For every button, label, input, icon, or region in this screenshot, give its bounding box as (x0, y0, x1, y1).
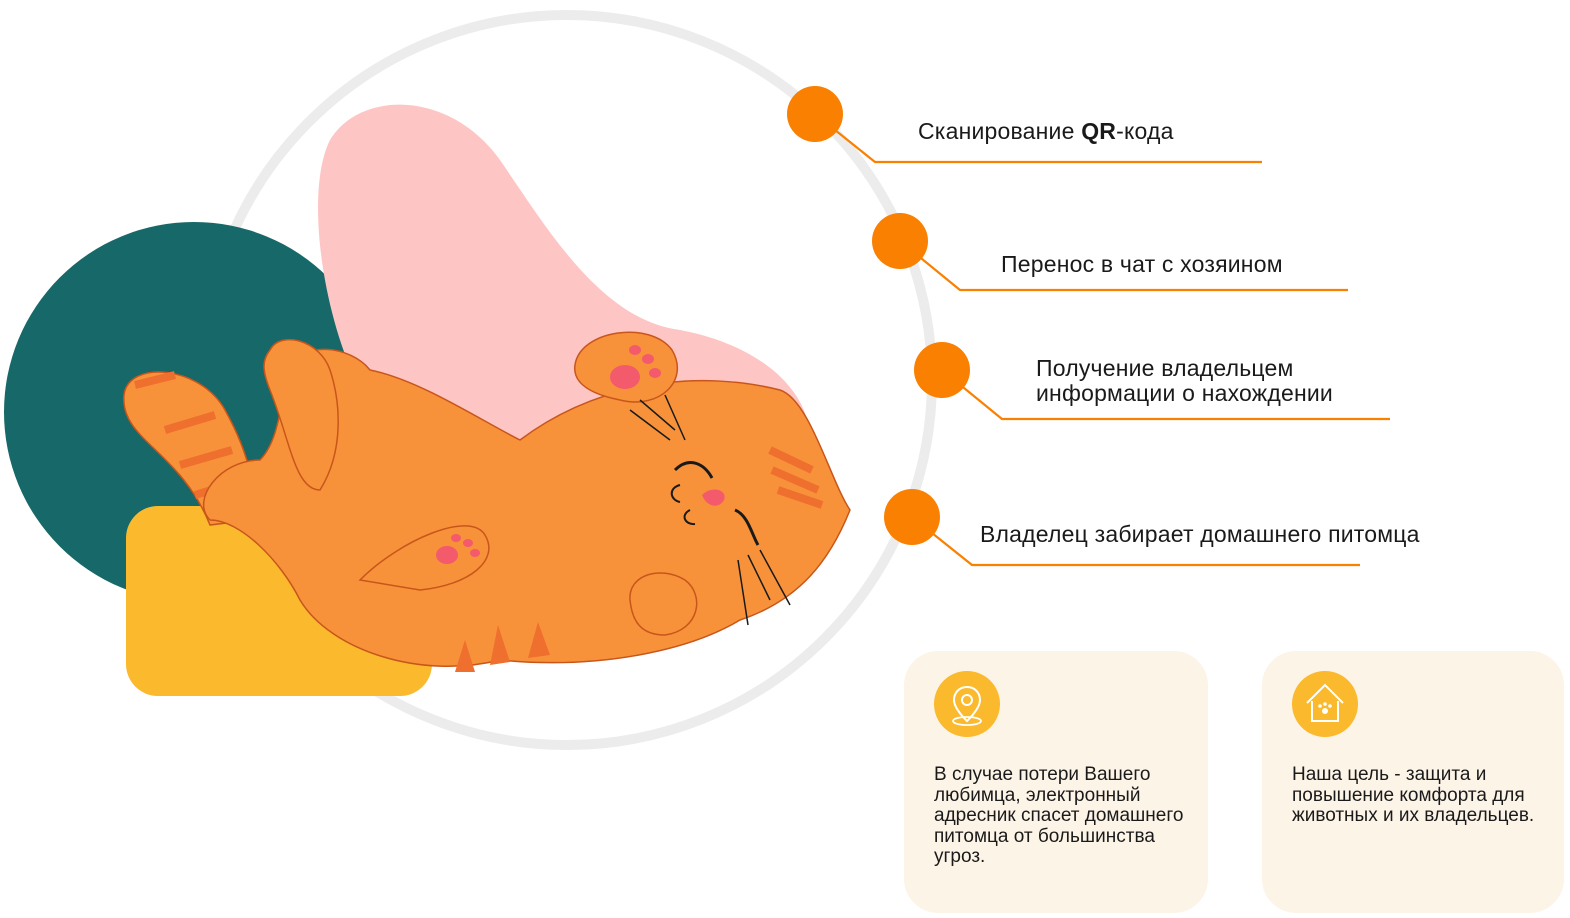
step-2-dot (872, 213, 928, 269)
location-pin-icon (934, 671, 1000, 737)
step-4-dot (884, 489, 940, 545)
step-4-label: Владелец забирает домашнего питомца (980, 521, 1420, 547)
step-1-prefix: Сканирование (918, 118, 1082, 144)
step-1-label: Сканирование QR-кода (918, 119, 1174, 144)
step-1-dot (787, 86, 843, 142)
cat (123, 331, 851, 672)
info-card-lost-pet: В случае потери Вашего любимца, электрон… (904, 651, 1208, 913)
step-2-label: Перенос в чат с хозяином (1001, 251, 1283, 277)
step-3-label: Получение владельцем информации о нахожд… (1036, 356, 1333, 406)
info-card-goal-text: Наша цель - защита и повышение комфорта … (1292, 764, 1535, 826)
step-3-dot (914, 342, 970, 398)
step-1-bold: QR (1081, 118, 1117, 144)
pet-house-icon (1292, 671, 1358, 737)
cat-nose (702, 489, 725, 506)
cat-front-leg (263, 339, 339, 491)
info-card-lost-pet-text: В случае потери Вашего любимца, электрон… (934, 764, 1184, 867)
step-1-suffix: -кода (1116, 118, 1174, 144)
step-3-line-1: Получение владельцем (1036, 355, 1294, 381)
step-3-line-2: информации о нахождении (1036, 380, 1333, 406)
info-card-goal: Наша цель - защита и повышение комфорта … (1262, 651, 1564, 913)
pink-blob (318, 104, 811, 469)
